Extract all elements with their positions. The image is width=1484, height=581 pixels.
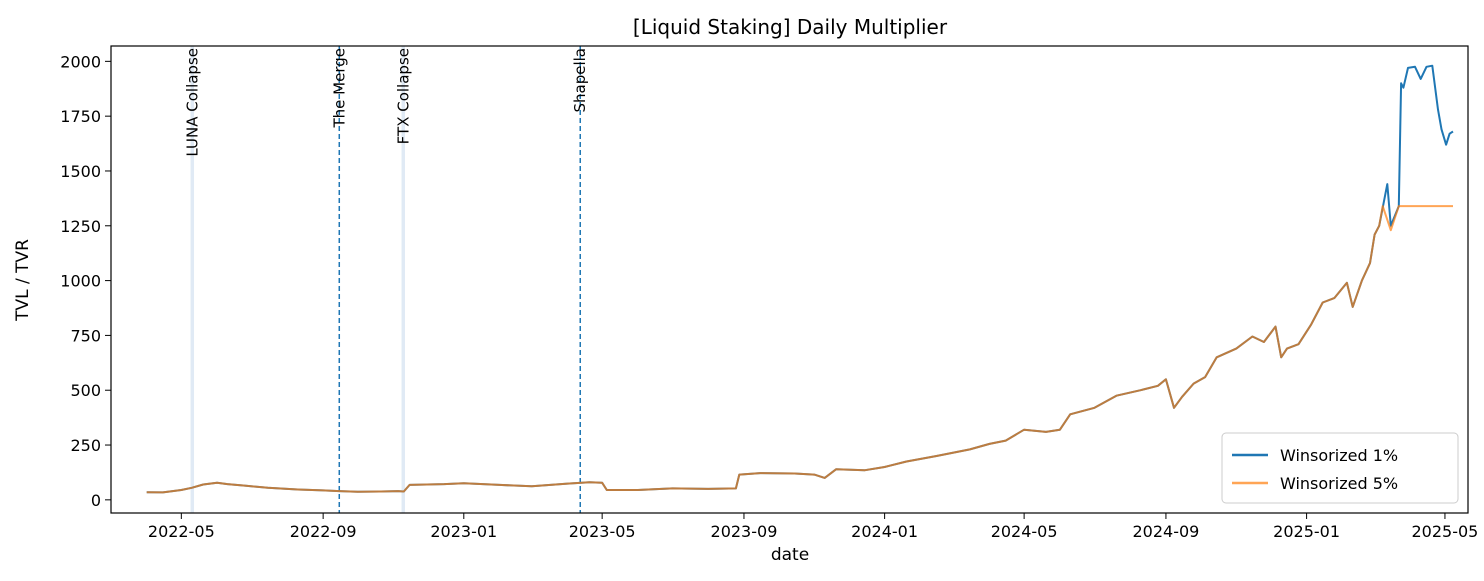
legend-label-1: Winsorized 5% xyxy=(1280,474,1398,493)
event-band-2 xyxy=(401,46,405,513)
y-tick-label: 1250 xyxy=(60,217,101,236)
x-tick-label: 2023-05 xyxy=(569,522,636,541)
x-tick-label: 2022-09 xyxy=(290,522,357,541)
y-axis: 0 250 500 750 1000 1250 1500 1750 2000 xyxy=(60,52,111,510)
legend: Winsorized 1% Winsorized 5% xyxy=(1221,432,1459,504)
x-tick-label: 2025-01 xyxy=(1273,522,1340,541)
plot-area: LUNA Collapse The Merge FTX Collapse Shapel… xyxy=(146,46,1454,513)
x-axis-label: date xyxy=(771,545,809,565)
event-label-1: The Merge xyxy=(330,48,348,129)
legend-label-0: Winsorized 1% xyxy=(1280,446,1398,465)
y-tick-label: 1000 xyxy=(60,272,101,291)
y-tick-label: 2000 xyxy=(60,52,101,71)
x-axis: 2022-05 2022-09 2023-01 2023-05 2023-09 2024-… xyxy=(148,513,1478,541)
axes-frame xyxy=(110,45,1469,514)
legend-box xyxy=(1221,432,1459,504)
y-axis-label: TVL / TVR xyxy=(13,239,33,322)
series-line-0 xyxy=(146,64,1454,494)
event-band-0 xyxy=(190,46,195,513)
x-tick-label: 2024-05 xyxy=(991,522,1058,541)
y-tick-label: 750 xyxy=(70,326,101,345)
x-tick-label: 2023-01 xyxy=(430,522,497,541)
event-label-0: LUNA Collapse xyxy=(183,48,201,157)
event-label-2: FTX Collapse xyxy=(394,48,412,144)
series-line-1 xyxy=(146,205,1453,494)
chart-title: [Liquid Staking] Daily Multiplier xyxy=(633,15,948,39)
event-label-3: Shapella xyxy=(571,48,589,113)
x-tick-label: 2023-09 xyxy=(711,522,778,541)
y-tick-label: 0 xyxy=(91,491,101,510)
x-tick-label: 2024-01 xyxy=(851,522,918,541)
x-tick-label: 2025-05 xyxy=(1412,522,1479,541)
x-tick-label: 2022-05 xyxy=(148,522,215,541)
y-tick-label: 250 xyxy=(70,436,101,455)
y-tick-label: 1500 xyxy=(60,162,101,181)
x-tick-label: 2024-09 xyxy=(1133,522,1200,541)
y-tick-label: 1750 xyxy=(60,107,101,126)
y-tick-label: 500 xyxy=(70,381,101,400)
